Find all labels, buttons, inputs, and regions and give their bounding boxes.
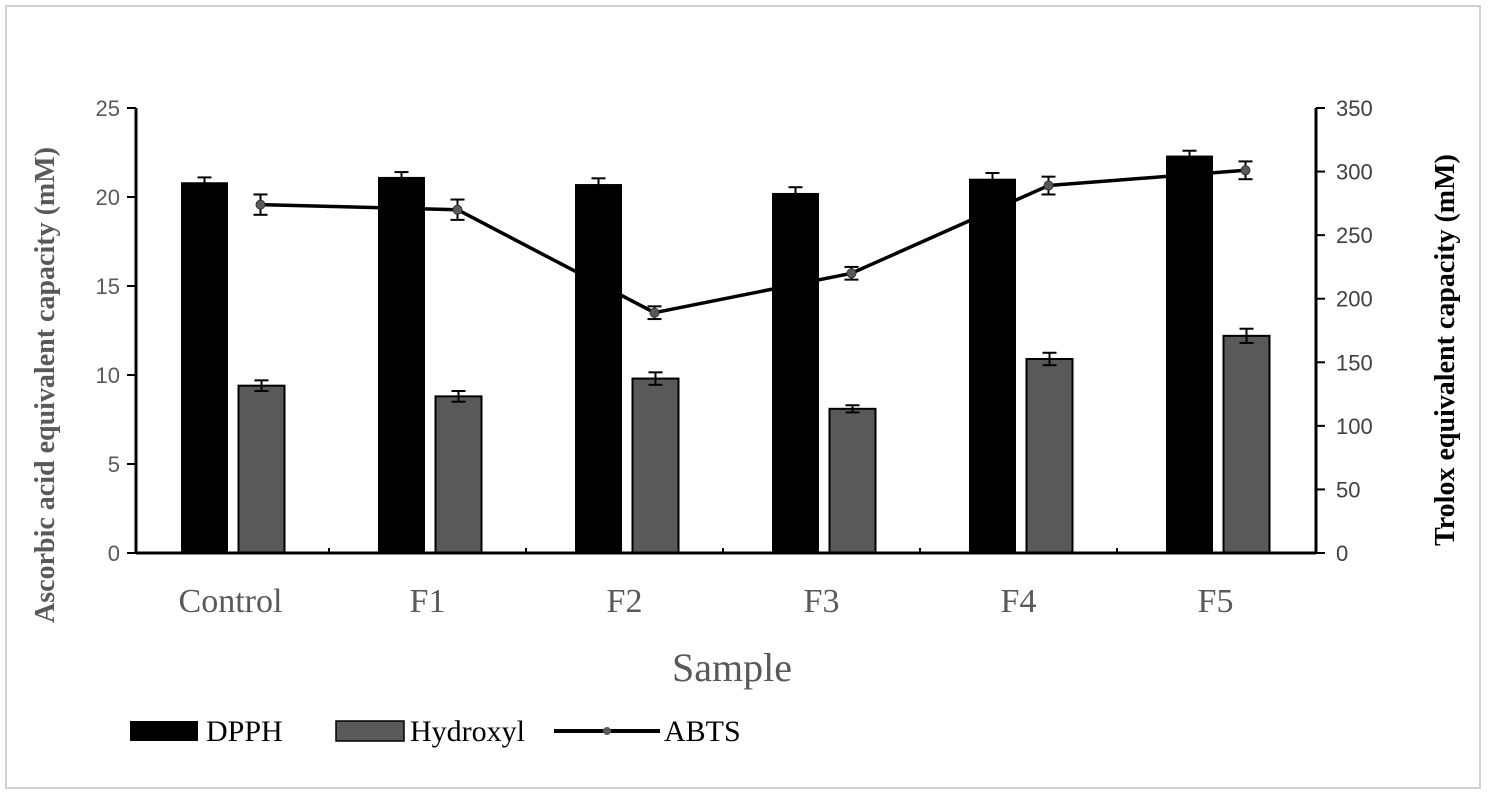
hydroxyl-error-bar <box>648 371 663 386</box>
dpph-error-bar <box>1182 149 1197 163</box>
right-y-tick-label: 200 <box>1336 287 1373 312</box>
left-y-tick-label: 15 <box>96 274 120 299</box>
left-y-tick-label: 10 <box>96 363 120 388</box>
dpph-bar <box>575 184 622 554</box>
hydroxyl-error-bar <box>1239 327 1254 344</box>
dpph-error-bar <box>197 176 212 190</box>
dpph-error-bar <box>394 171 409 184</box>
x-tick-label: F2 <box>607 583 643 620</box>
left-y-tick-label: 0 <box>108 541 120 566</box>
right-y-tick-label: 50 <box>1336 477 1360 502</box>
left-y-tick-label: 25 <box>96 96 120 121</box>
bars-layer <box>181 149 1271 555</box>
hydroxyl-bar <box>828 407 877 554</box>
dpph-bar <box>969 178 1016 554</box>
legend: DPPH Hydroxyl ABTS <box>130 715 741 748</box>
abts-marker <box>649 307 660 318</box>
legend-swatch-hydroxyl <box>335 720 405 742</box>
x-tick-label: F1 <box>410 583 446 620</box>
dpph-bar <box>772 192 819 554</box>
x-tick-label: Control <box>179 583 283 620</box>
axes <box>134 108 1318 555</box>
legend-swatch-abts-marker <box>603 727 611 735</box>
dpph-bar <box>378 176 425 554</box>
abts-marker <box>846 268 857 279</box>
dpph-error-bar <box>788 186 803 201</box>
hydroxyl-bar <box>1222 334 1271 554</box>
x-axis-title: Sample <box>672 645 792 690</box>
hydroxyl-bar <box>434 395 483 554</box>
right-y-ticks: 0 50 100 150 200 250 300 350 <box>1316 96 1373 566</box>
x-tick-label: F4 <box>1001 583 1037 620</box>
y-axis-title-left: Ascorbic acid equivalent capacity (mM) <box>30 147 61 623</box>
dpph-error-bar <box>985 171 1000 187</box>
abts-marker <box>452 204 463 215</box>
hydroxyl-error-bar <box>1042 351 1057 367</box>
left-y-ticks: 0 5 10 15 20 25 <box>96 96 136 566</box>
right-y-tick-label: 350 <box>1336 96 1373 121</box>
right-y-tick-label: 250 <box>1336 223 1373 248</box>
legend-label-hydroxyl: Hydroxyl <box>410 715 525 748</box>
abts-line <box>260 168 1246 315</box>
legend-label-dpph: DPPH <box>206 715 283 748</box>
abts-marker <box>1043 180 1054 191</box>
hydroxyl-bar <box>631 377 680 554</box>
legend-label-abts: ABTS <box>664 715 741 748</box>
right-y-tick-label: 150 <box>1336 350 1373 375</box>
dpph-error-bar <box>591 177 606 192</box>
legend-swatch-dpph <box>130 721 198 741</box>
x-tick-label: F3 <box>804 583 840 620</box>
dpph-bar <box>181 182 228 554</box>
hydroxyl-error-bar <box>845 404 860 414</box>
right-y-tick-label: 100 <box>1336 414 1373 439</box>
hydroxyl-error-bar <box>451 390 466 403</box>
right-y-tick-label: 0 <box>1336 541 1348 566</box>
abts-marker <box>255 199 266 210</box>
abts-line-layer <box>253 160 1253 321</box>
y-axis-title-right: Trolox equivalent capacity (mM) <box>1430 154 1461 546</box>
left-y-tick-label: 5 <box>108 452 120 477</box>
right-y-tick-label: 300 <box>1336 160 1373 185</box>
hydroxyl-bar <box>1025 357 1074 555</box>
x-ticks: Control F1 F2 F3 F4 F5 <box>179 548 1234 620</box>
left-y-tick-label: 20 <box>96 185 120 210</box>
dpph-bar <box>1166 155 1213 554</box>
hydroxyl-error-bar <box>254 379 269 393</box>
x-tick-label: F5 <box>1198 583 1234 620</box>
hydroxyl-bar <box>237 384 286 554</box>
abts-marker <box>1240 165 1251 176</box>
